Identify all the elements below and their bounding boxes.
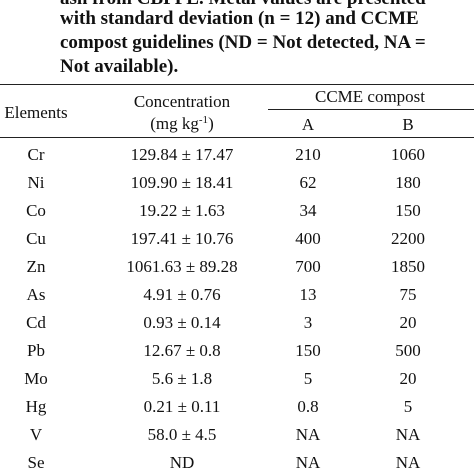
table-cell: Zn [26, 257, 46, 276]
table-top-rule [0, 84, 474, 85]
header-cell: A [301, 115, 315, 134]
table-cell: 129.84 ± 17.47 [130, 145, 234, 164]
table-cell: 58.0 ± 4.5 [147, 425, 217, 444]
table-cell: 13 [299, 285, 317, 304]
table-cell: 20 [399, 313, 417, 332]
unit-exponent: -1 [198, 114, 209, 126]
caption-line: compost guidelines (ND = Not detected, N… [60, 32, 426, 53]
table-cell: 5.6 ± 1.8 [151, 369, 213, 388]
header-cell: B [402, 115, 414, 134]
table-cell: Cr [27, 145, 45, 164]
table-cell: 75 [399, 285, 417, 304]
table-cell: 2200 [391, 229, 425, 248]
table-cell: Ni [27, 173, 45, 192]
caption-line: ash from CBPPL. Metal values are present… [60, 0, 426, 10]
unit-text: (mg kg [150, 114, 199, 133]
caption-line: with standard deviation (n = 12) and CCM… [60, 8, 419, 29]
table-cell: 1061.63 ± 89.28 [126, 257, 238, 276]
caption-line: Not available). [60, 56, 179, 77]
table-cell: 210 [295, 145, 321, 164]
table-cell: 700 [295, 257, 321, 276]
table-cell: 197.41 ± 10.76 [130, 229, 234, 248]
unit-text: ) [208, 114, 214, 133]
table-cell: 20 [399, 369, 417, 388]
table-cell: NA [395, 425, 421, 444]
table-cell: Se [27, 453, 45, 472]
table-cell: 150 [395, 201, 421, 220]
table-cell: 500 [395, 341, 421, 360]
header-cell: (mg kg-1) [150, 114, 213, 134]
table-cell: Cu [26, 229, 46, 248]
table-cell: Cd [26, 313, 46, 332]
header-cell: Elements [4, 103, 68, 122]
table-cell: 0.93 ± 0.14 [143, 313, 221, 332]
table-cell: V [29, 425, 43, 444]
table-cell: 109.90 ± 18.41 [130, 173, 234, 192]
table-cell: 34 [299, 201, 317, 220]
table-cell: Mo [24, 369, 48, 388]
table-cell: 5 [303, 369, 313, 388]
group-rule [268, 109, 474, 110]
table-cell: 4.91 ± 0.76 [143, 285, 221, 304]
table-cell: 19.22 ± 1.63 [139, 201, 225, 220]
header-cell: CCME compost [314, 87, 426, 106]
table-cell: 12.67 ± 0.8 [143, 341, 221, 360]
table-cell: Co [26, 201, 46, 220]
table-cell: 62 [299, 173, 317, 192]
table-cell: 3 [303, 313, 313, 332]
header-cell: Concentration [133, 92, 231, 111]
table-cell: As [26, 285, 46, 304]
table-cell: NA [295, 453, 321, 472]
table-cell: 0.21 ± 0.11 [143, 397, 221, 416]
table-cell: ND [169, 453, 195, 472]
table-cell: 180 [395, 173, 421, 192]
table-cell: 150 [295, 341, 321, 360]
table-cell: 1060 [391, 145, 425, 164]
table-cell: 400 [295, 229, 321, 248]
table-cell: Pb [27, 341, 45, 360]
table-cell: NA [295, 425, 321, 444]
table-cell: Hg [25, 397, 47, 416]
table-cell: 1850 [391, 257, 425, 276]
table-cell: NA [395, 453, 421, 472]
table-cell: 5 [403, 397, 413, 416]
table-cell: 0.8 [297, 397, 319, 416]
header-rule [0, 137, 474, 138]
